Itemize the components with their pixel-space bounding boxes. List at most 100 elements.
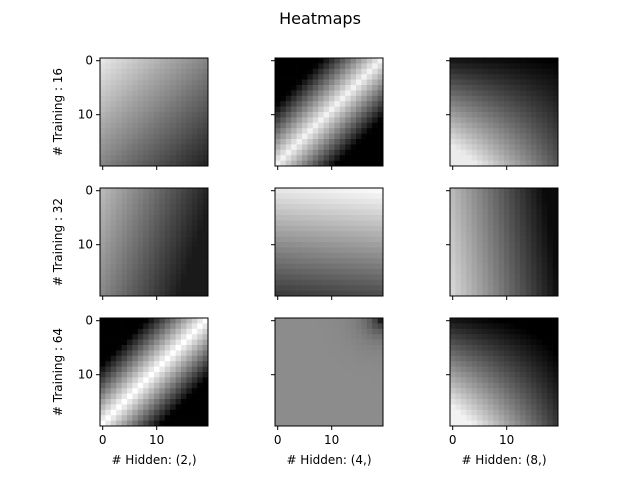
heatmap-cell xyxy=(127,345,133,351)
heatmap-cell xyxy=(323,420,330,427)
heatmap-cell xyxy=(504,204,510,210)
heatmap-cell xyxy=(296,323,303,330)
heatmap-cell xyxy=(105,85,112,91)
heatmap-cell xyxy=(312,95,319,102)
heatmap-cell xyxy=(493,90,499,97)
heatmap-cell xyxy=(377,74,384,80)
heatmap-cell xyxy=(302,149,308,156)
heatmap-cell xyxy=(280,393,287,400)
heatmap-cell xyxy=(536,95,543,102)
heatmap-cell xyxy=(345,252,351,259)
heatmap-cell xyxy=(361,263,368,270)
heatmap-cell xyxy=(302,252,308,259)
heatmap-cell xyxy=(334,155,341,161)
heatmap-cell xyxy=(275,106,281,113)
heatmap-cell xyxy=(323,149,330,156)
heatmap-cell xyxy=(275,220,281,227)
heatmap-cell xyxy=(350,220,357,227)
heatmap-cell xyxy=(345,269,351,275)
heatmap-cell xyxy=(504,95,510,102)
heatmap-cell xyxy=(498,258,505,264)
heatmap-cell xyxy=(121,63,128,70)
heatmap-cell xyxy=(356,101,362,107)
heatmap-cell xyxy=(350,225,357,232)
heatmap-cell xyxy=(143,193,149,200)
heatmap-cell xyxy=(312,139,319,145)
heatmap-cell xyxy=(191,95,198,102)
heatmap-cell xyxy=(291,399,297,405)
heatmap-cell xyxy=(105,188,112,194)
heatmap-cell xyxy=(302,258,308,264)
heatmap-cell xyxy=(329,415,335,421)
heatmap-cell xyxy=(552,133,559,140)
heatmap-cell xyxy=(552,339,559,346)
heatmap-cell xyxy=(531,323,537,330)
heatmap-cell xyxy=(132,155,139,161)
heatmap-cell xyxy=(377,215,384,221)
heatmap-cell xyxy=(170,117,176,124)
heatmap-cell xyxy=(471,366,478,373)
heatmap-cell xyxy=(285,90,292,97)
heatmap-cell xyxy=(154,209,160,216)
heatmap-cell xyxy=(477,393,483,400)
heatmap-cell xyxy=(323,215,330,221)
heatmap-cell xyxy=(175,318,182,324)
heatmap-cell xyxy=(504,193,510,200)
heatmap-cell xyxy=(520,274,526,281)
heatmap-cell xyxy=(143,252,149,259)
heatmap-cell xyxy=(536,236,543,243)
heatmap-cell xyxy=(275,63,281,70)
heatmap-cell xyxy=(100,101,106,107)
heatmap-cell xyxy=(477,334,483,340)
heatmap-cell xyxy=(116,155,122,161)
heatmap-cell xyxy=(202,274,209,281)
heatmap-cell xyxy=(509,112,516,118)
heatmap-cell xyxy=(541,236,548,243)
heatmap-cell xyxy=(471,144,478,151)
heatmap-cell xyxy=(498,63,505,70)
heatmap-cell xyxy=(525,193,532,200)
heatmap-cell xyxy=(302,193,308,200)
heatmap-cell xyxy=(487,74,494,80)
heatmap-cell xyxy=(514,204,521,210)
heatmap-cell xyxy=(275,95,281,102)
heatmap-cell xyxy=(127,274,133,281)
heatmap-cell xyxy=(356,420,362,427)
heatmap-cell xyxy=(307,231,314,237)
heatmap-cell xyxy=(460,285,467,291)
heatmap-cell xyxy=(307,345,314,351)
heatmap-cell xyxy=(329,393,335,400)
heatmap-cell xyxy=(100,144,106,151)
heatmap-cell xyxy=(536,328,543,335)
heatmap-cell xyxy=(154,252,160,259)
heatmap-cell xyxy=(148,318,155,324)
heatmap-cell xyxy=(100,128,106,134)
heatmap-cell xyxy=(547,155,553,161)
heatmap-cell xyxy=(450,409,456,416)
heatmap-cell xyxy=(312,399,319,405)
heatmap-cell xyxy=(323,204,330,210)
heatmap-cell xyxy=(181,106,187,113)
heatmap-cell xyxy=(509,85,516,91)
heatmap-panel-r0-c1 xyxy=(271,57,384,170)
heatmap-cell xyxy=(520,215,526,221)
heatmap-cell xyxy=(202,133,209,140)
heatmap-cell xyxy=(296,258,303,264)
heatmap-cell xyxy=(477,231,483,237)
heatmap-cell xyxy=(127,269,133,275)
heatmap-cell xyxy=(275,404,281,411)
heatmap-cell xyxy=(372,372,378,378)
heatmap-cell xyxy=(280,404,287,411)
heatmap-cell xyxy=(105,285,112,291)
heatmap-cell xyxy=(487,85,494,91)
heatmap-cell xyxy=(372,63,378,70)
heatmap-cell xyxy=(520,68,526,75)
heatmap-cell xyxy=(143,361,149,367)
heatmap-cell xyxy=(350,323,357,330)
heatmap-cell xyxy=(170,247,176,254)
heatmap-cell xyxy=(100,252,106,259)
heatmap-cell xyxy=(455,215,462,221)
heatmap-cell xyxy=(460,399,467,405)
heatmap-cell xyxy=(143,393,149,400)
heatmap-cell xyxy=(339,361,346,367)
